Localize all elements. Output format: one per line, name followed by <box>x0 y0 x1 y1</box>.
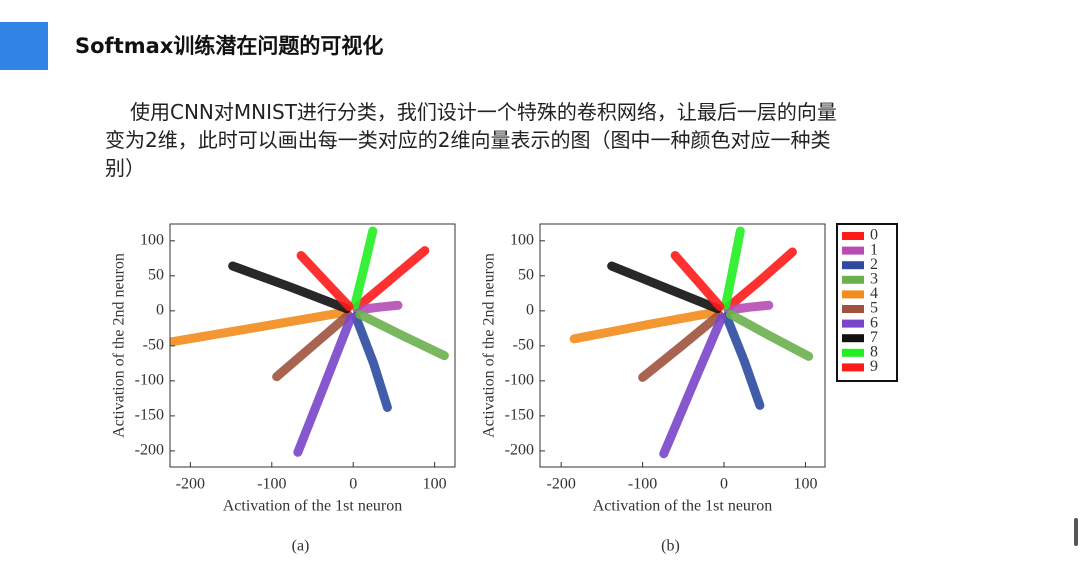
cluster <box>721 311 765 410</box>
cluster <box>726 309 814 361</box>
legend-swatch <box>842 275 864 284</box>
legend-label: 5 <box>870 300 878 317</box>
legend-label: 3 <box>870 270 878 287</box>
cluster <box>352 300 403 315</box>
legend-label: 2 <box>870 256 878 273</box>
cluster <box>293 313 356 457</box>
caption: (a) <box>292 538 310 555</box>
legend-swatch <box>842 261 864 270</box>
legend-label: 9 <box>870 358 878 375</box>
y-tick-label: -100 <box>135 372 164 389</box>
legend-swatch <box>842 363 864 372</box>
legend-swatch <box>842 334 864 343</box>
y-tick-label: 100 <box>510 231 534 248</box>
cluster <box>352 246 430 312</box>
x-tick-label: 0 <box>349 476 357 493</box>
cluster <box>670 251 725 312</box>
title-marker <box>0 22 48 70</box>
cluster <box>351 311 392 412</box>
legend-swatch <box>842 232 864 240</box>
paragraph: 使用CNN对MNIST进行分类，我们设计一个特殊的卷积网络，让最后一层的向量变为… <box>105 100 837 180</box>
y-tick-label: 100 <box>140 231 164 248</box>
x-tick-label: -200 <box>547 476 576 493</box>
y-tick-label: 0 <box>156 302 164 319</box>
x-tick-label: 100 <box>793 476 817 493</box>
y-tick-label: -50 <box>143 337 164 354</box>
x-axis-label: Activation of the 1st neuron <box>223 498 403 515</box>
cluster <box>296 251 354 312</box>
legend-label: 4 <box>870 285 878 302</box>
scrollbar <box>1074 518 1078 546</box>
cluster <box>659 313 727 459</box>
legend-swatch <box>842 246 864 255</box>
cluster <box>272 310 353 382</box>
y-tick-label: -150 <box>135 407 164 424</box>
cluster <box>607 261 723 314</box>
x-axis-label: Activation of the 1st neuron <box>593 498 773 515</box>
legend-label: 6 <box>870 314 878 331</box>
y-axis-label: Activation of the 2nd neuron <box>111 253 128 438</box>
cluster <box>721 226 745 310</box>
legend-swatch <box>842 319 864 328</box>
y-tick-label: 50 <box>518 266 534 283</box>
y-tick-label: -150 <box>505 407 534 424</box>
x-tick-label: 100 <box>423 476 447 493</box>
cluster <box>170 307 350 347</box>
x-tick-label: -100 <box>257 476 286 493</box>
y-tick-label: 50 <box>148 266 164 283</box>
legend-label: 0 <box>870 227 878 244</box>
cluster <box>355 309 449 361</box>
y-tick-label: -100 <box>505 372 534 389</box>
legend-swatch <box>842 305 864 313</box>
legend-swatch <box>842 348 864 357</box>
x-tick-label: 0 <box>720 476 728 493</box>
legend-label: 1 <box>870 241 878 258</box>
cluster <box>350 226 378 310</box>
x-tick-label: -100 <box>628 476 657 493</box>
cluster <box>638 310 724 382</box>
cluster <box>723 247 797 312</box>
cluster <box>228 261 352 314</box>
slide-title: Softmax训练潜在问题的可视化 <box>75 34 383 58</box>
y-tick-label: -200 <box>135 442 164 459</box>
legend-label: 7 <box>870 329 878 346</box>
legend-swatch <box>842 290 864 299</box>
y-axis-label: Activation of the 2nd neuron <box>481 253 498 438</box>
y-tick-label: 0 <box>526 302 534 319</box>
cluster <box>569 307 721 344</box>
legend-label: 8 <box>870 343 878 360</box>
caption: (b) <box>661 538 680 555</box>
y-tick-label: -50 <box>513 337 534 354</box>
y-tick-label: -200 <box>505 442 534 459</box>
cluster <box>723 300 774 315</box>
x-tick-label: -200 <box>176 476 205 493</box>
